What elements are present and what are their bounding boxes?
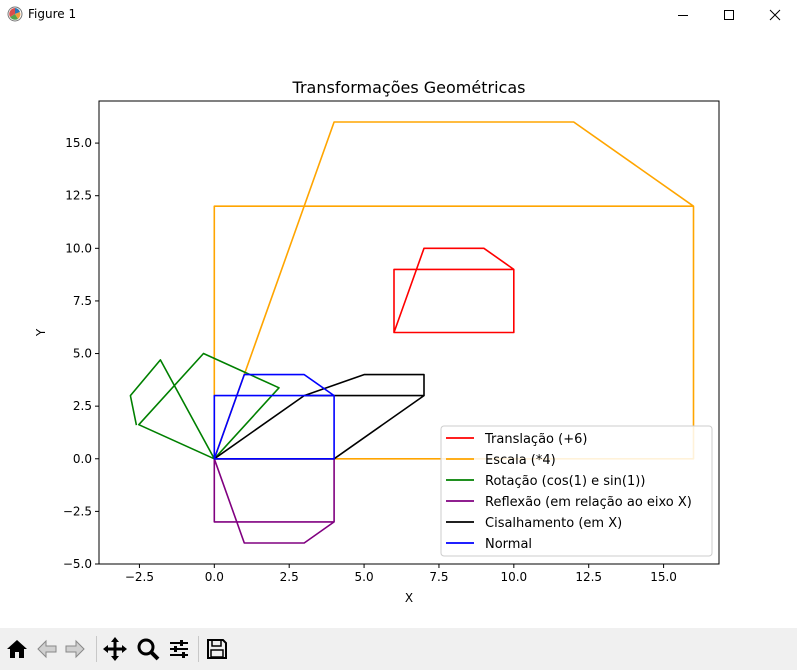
maximize-icon <box>724 10 734 20</box>
pan-move-icon <box>103 637 127 661</box>
zoom-button[interactable] <box>133 634 163 664</box>
series-line-1 <box>213 121 695 460</box>
home-button[interactable] <box>2 634 32 664</box>
configure-subplots-icon <box>170 640 188 658</box>
y-tick-label: 10.0 <box>65 241 92 255</box>
y-tick-label: −2.5 <box>63 504 92 518</box>
chart-title: Transformações Geométricas <box>292 78 526 97</box>
back-arrow-icon <box>37 639 57 659</box>
legend-label-0: Translação (+6) <box>484 432 587 447</box>
y-tick-label: 12.5 <box>65 189 92 203</box>
x-tick-label: 5.0 <box>355 570 374 584</box>
close-icon <box>769 9 781 21</box>
legend-label-1: Escala (*4) <box>485 453 556 468</box>
y-tick-label: −5.0 <box>63 557 92 571</box>
navigation-toolbar <box>0 628 797 670</box>
x-tick-label: 10.0 <box>500 570 527 584</box>
x-tick-label: 15.0 <box>650 570 677 584</box>
legend-label-5: Normal <box>485 537 532 552</box>
minimize-icon <box>678 15 688 16</box>
x-tick-label: −2.5 <box>125 570 154 584</box>
save-button[interactable] <box>202 634 232 664</box>
pan-button[interactable] <box>100 634 130 664</box>
window-title: Figure 1 <box>28 7 77 21</box>
series-line-3 <box>213 457 335 544</box>
figure-canvas[interactable]: −2.5 0.0 2.5 5.0 7.5 10.0 12.5 15.0 −5.0 −2.5 0.0 2… <box>0 30 797 628</box>
y-tick-label: 5.0 <box>73 347 92 361</box>
y-tick-label: 0.0 <box>73 452 92 466</box>
x-tick-label: 0.0 <box>205 570 224 584</box>
home-icon <box>7 640 27 658</box>
zoom-magnifier-icon <box>137 638 160 661</box>
legend-label-3: Reflexão (em relação ao eixo X) <box>485 495 692 510</box>
y-axis-label: Y <box>34 328 48 337</box>
legend-label-4: Cisalhamento (em X) <box>485 516 622 531</box>
x-axis-label: X <box>405 591 413 605</box>
save-floppy-icon <box>207 639 227 659</box>
toolbar-separator <box>96 636 97 662</box>
y-tick-label: 7.5 <box>73 294 92 308</box>
x-tick-label: 2.5 <box>280 570 299 584</box>
y-tick-label: 15.0 <box>65 136 92 150</box>
forward-arrow-icon <box>65 639 85 659</box>
legend-box <box>440 425 713 557</box>
legend-label-2: Rotação (cos(1) e sin(1)) <box>485 474 645 489</box>
series-line-0 <box>393 247 515 334</box>
configure-subplots-button[interactable] <box>164 634 194 664</box>
window-titlebar: Figure 1 <box>0 0 797 30</box>
y-tick-label: 2.5 <box>73 399 92 413</box>
x-tick-label: 12.5 <box>575 570 602 584</box>
close-button[interactable] <box>752 0 797 30</box>
back-button[interactable] <box>32 634 62 664</box>
series-line-2 <box>129 352 280 460</box>
series-line-5 <box>213 373 335 460</box>
minimize-button[interactable] <box>660 0 706 30</box>
x-tick-label: 7.5 <box>429 570 448 584</box>
toolbar-separator <box>198 636 199 662</box>
maximize-button[interactable] <box>706 0 752 30</box>
forward-button[interactable] <box>60 634 90 664</box>
matplotlib-app-icon <box>7 6 23 22</box>
chart-svg: −2.5 0.0 2.5 5.0 7.5 10.0 12.5 15.0 −5.0 −2.5 0.0 2… <box>34 78 720 605</box>
